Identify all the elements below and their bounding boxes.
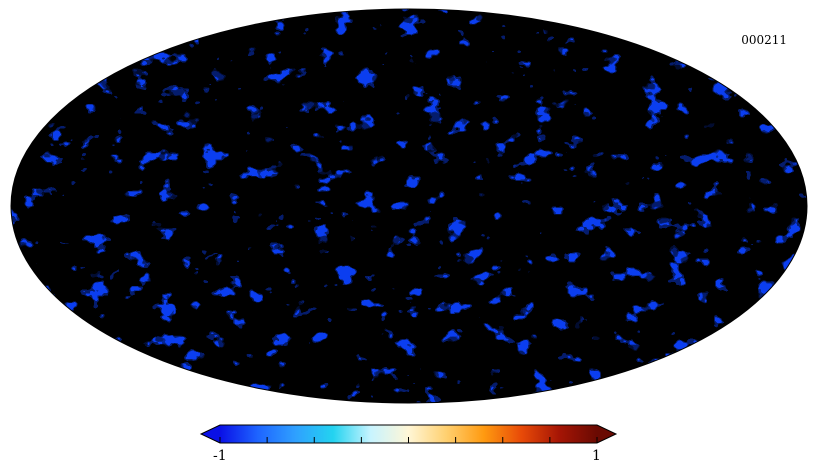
map-outline (10, 8, 808, 404)
sky-map (11, 9, 807, 403)
colorbar (199, 424, 618, 444)
colorbar-over-arrow (597, 425, 616, 443)
colorbar-max-label: 1 (592, 448, 601, 464)
colorbar-min-label: -1 (213, 448, 227, 464)
colorbar-ticks (219, 437, 598, 443)
map-field-mid (11, 9, 807, 403)
map-id-label: 000211 (741, 33, 787, 47)
colorbar-under-arrow (201, 425, 220, 443)
